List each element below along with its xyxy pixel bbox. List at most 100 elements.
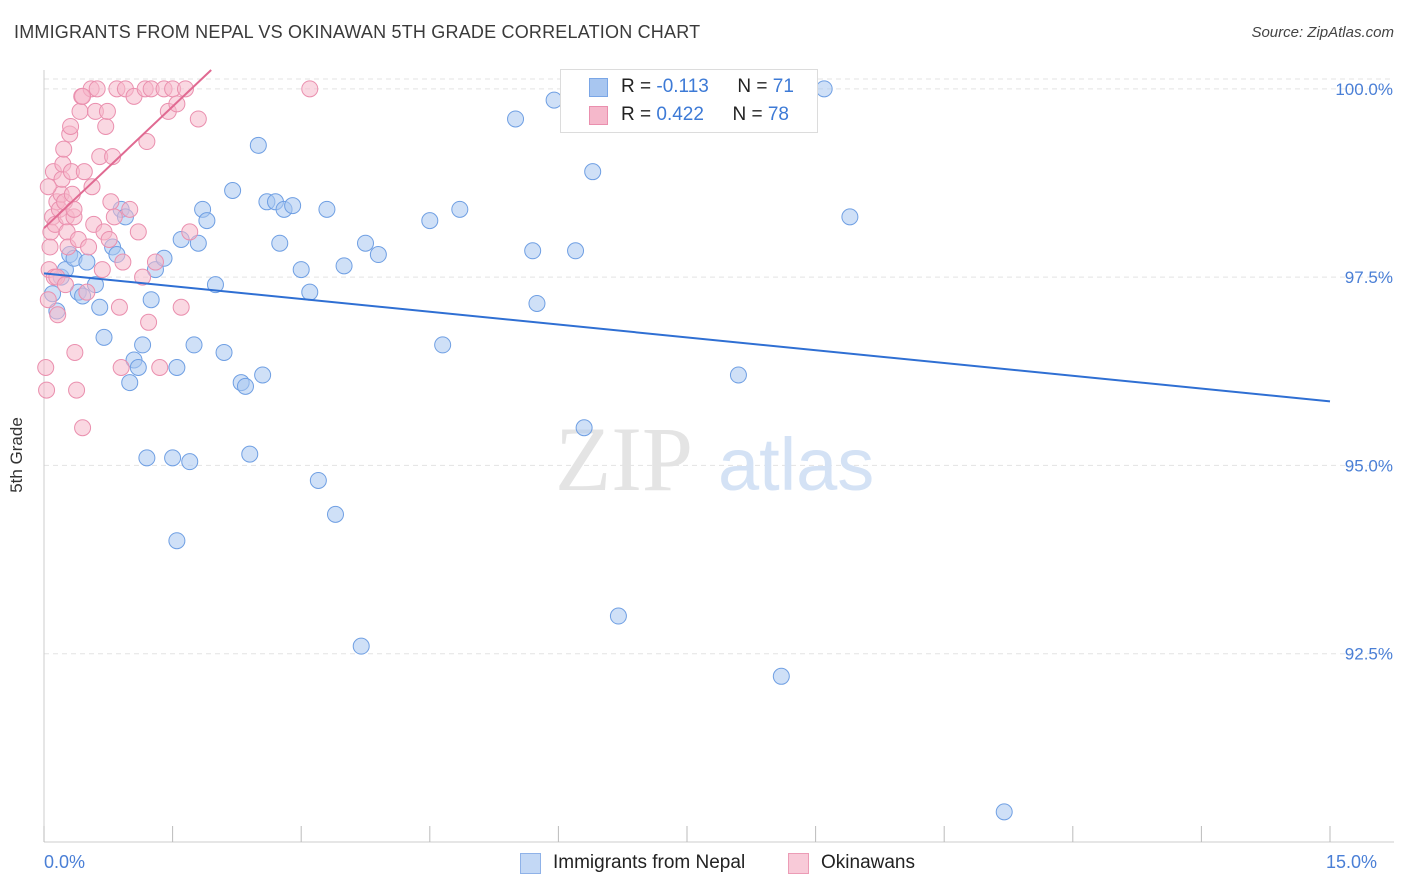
point-okinawans xyxy=(151,359,169,377)
correlation-legend: R = -0.113 N = 71 R = 0.422 N = 78 xyxy=(560,69,818,133)
point-nepal xyxy=(215,343,233,361)
legend-r-value: 0.422 xyxy=(656,104,704,125)
point-nepal xyxy=(841,208,859,226)
watermark: ZIP atlas xyxy=(555,408,874,510)
y-tick-label: 97.5% xyxy=(1345,268,1393,287)
legend-swatch-nepal xyxy=(520,853,541,874)
point-okinawans xyxy=(138,133,156,151)
point-nepal xyxy=(206,276,224,294)
point-nepal xyxy=(434,336,452,354)
y-tick-label: 100.0% xyxy=(1335,80,1393,99)
point-nepal xyxy=(421,212,439,230)
point-okinawans xyxy=(189,110,207,128)
point-okinawans xyxy=(176,80,194,98)
point-nepal xyxy=(357,234,374,252)
point-nepal xyxy=(249,136,267,154)
point-nepal xyxy=(129,359,147,377)
point-nepal xyxy=(164,449,182,467)
point-nepal xyxy=(335,257,353,275)
point-okinawans xyxy=(66,343,84,361)
point-okinawans xyxy=(134,268,152,286)
series-legend: Immigrants from Nepal Okinawans xyxy=(0,852,1406,878)
point-nepal xyxy=(95,328,113,346)
point-okinawans xyxy=(74,87,92,105)
point-okinawans xyxy=(63,185,81,203)
point-nepal xyxy=(198,212,216,230)
point-okinawans xyxy=(39,178,57,196)
x-axis-max-label: 15.0% xyxy=(1326,852,1378,872)
legend-n-label: N = xyxy=(732,104,768,125)
point-okinawans xyxy=(37,359,55,377)
legend-label-okinawans: Okinawans xyxy=(821,852,915,873)
point-okinawans xyxy=(100,230,118,248)
point-okinawans xyxy=(121,200,139,218)
point-okinawans xyxy=(80,238,98,256)
point-nepal xyxy=(309,471,327,489)
point-okinawans xyxy=(112,359,130,377)
point-nepal xyxy=(524,242,542,260)
point-okinawans xyxy=(78,283,96,301)
point-nepal xyxy=(609,607,627,625)
axes xyxy=(43,70,1394,843)
y-tick-label: 95.0% xyxy=(1345,456,1393,475)
point-nepal xyxy=(185,336,203,354)
point-nepal xyxy=(121,374,139,392)
watermark-zip: ZIP xyxy=(555,408,693,510)
point-okinawans xyxy=(98,102,116,120)
point-nepal xyxy=(181,453,199,471)
point-okinawans xyxy=(71,102,89,120)
legend-r-label: R = xyxy=(621,104,657,125)
legend-row-nepal: R = -0.113 N = 71 xyxy=(561,73,817,101)
legend-n-value: 71 xyxy=(772,76,794,97)
legend-label-nepal: Immigrants from Nepal xyxy=(553,852,746,873)
point-okinawans xyxy=(114,253,132,271)
point-okinawans xyxy=(93,261,111,279)
legend-row-okinawans: R = 0.422 N = 78 xyxy=(561,101,817,129)
point-nepal xyxy=(995,803,1013,821)
point-okinawans xyxy=(105,208,123,226)
chart-title: IMMIGRANTS FROM NEPAL VS OKINAWAN 5TH GR… xyxy=(14,22,701,42)
point-nepal xyxy=(528,294,546,312)
y-tick-labels: 100.0% 97.5% 95.0% 92.5% xyxy=(1335,80,1393,664)
point-nepal xyxy=(815,80,833,98)
point-nepal xyxy=(134,336,152,354)
point-nepal xyxy=(451,200,469,218)
point-nepal xyxy=(236,377,254,395)
point-okinawans xyxy=(110,298,128,316)
point-nepal xyxy=(301,283,319,301)
point-nepal xyxy=(772,667,790,685)
point-okinawans xyxy=(140,313,158,331)
point-nepal xyxy=(292,261,310,279)
source-label: Source: ZipAtlas.com xyxy=(1251,24,1394,41)
legend-n-label: N = xyxy=(737,76,773,97)
point-nepal xyxy=(284,197,302,215)
point-okinawans xyxy=(74,419,92,437)
point-nepal xyxy=(584,163,602,181)
point-okinawans xyxy=(97,117,115,135)
trend-line-okinawans xyxy=(43,69,212,229)
point-okinawans xyxy=(39,291,57,309)
point-nepal xyxy=(142,291,160,309)
point-okinawans xyxy=(301,80,319,98)
point-nepal xyxy=(575,419,593,437)
point-nepal xyxy=(352,637,370,655)
trend-line-nepal xyxy=(43,272,1331,403)
point-nepal xyxy=(326,505,344,523)
point-nepal xyxy=(729,366,747,384)
legend-r-label: R = xyxy=(621,76,657,97)
point-okinawans xyxy=(65,200,83,218)
point-nepal xyxy=(318,200,336,218)
gridlines xyxy=(44,78,1394,655)
point-okinawans xyxy=(38,381,56,399)
legend-swatch-okinawans xyxy=(589,106,608,125)
legend-swatch-okinawans xyxy=(788,853,809,874)
point-nepal xyxy=(271,234,289,252)
point-nepal xyxy=(138,449,156,467)
point-nepal xyxy=(254,366,272,384)
point-nepal xyxy=(168,532,186,550)
point-nepal xyxy=(91,298,109,316)
point-okinawans xyxy=(62,117,80,135)
trend-lines xyxy=(43,69,1331,403)
point-okinawans xyxy=(88,80,106,98)
